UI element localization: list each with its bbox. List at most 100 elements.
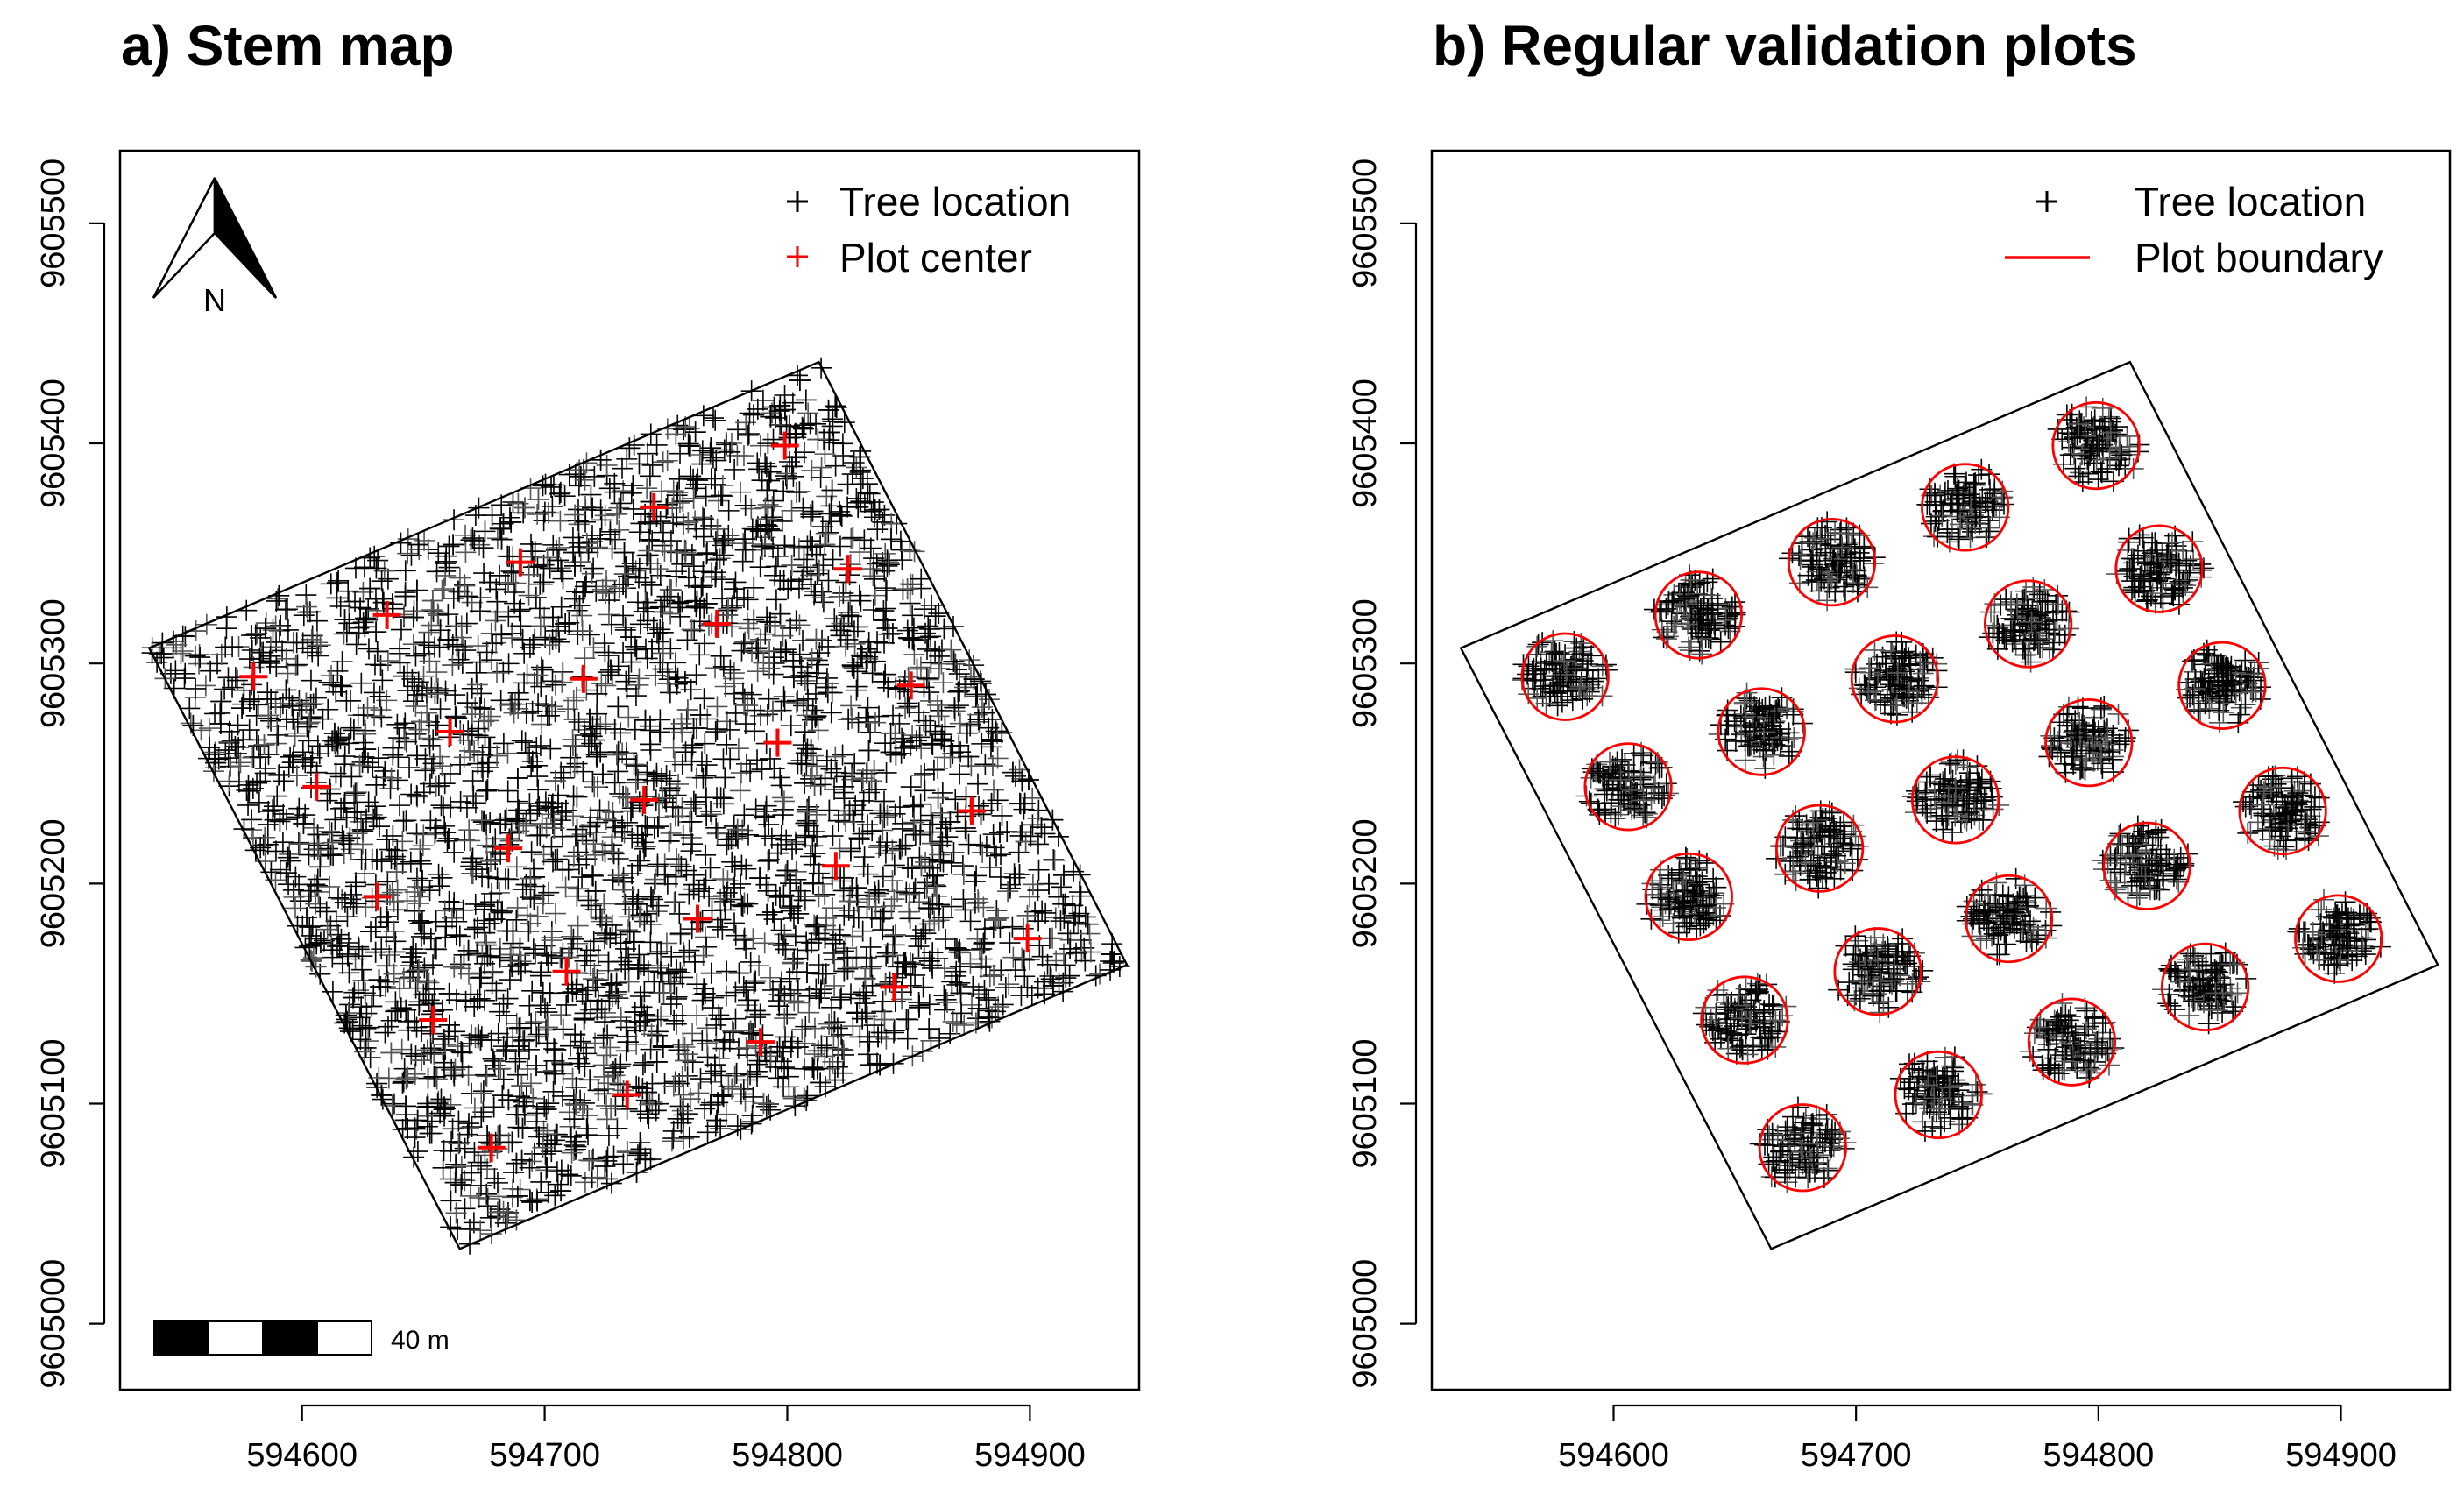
tree-location-point — [558, 612, 580, 634]
tree-location-point — [857, 814, 879, 836]
tree-location-point — [924, 910, 945, 932]
tree-location-point — [379, 944, 400, 966]
tree-location-point — [460, 529, 482, 551]
scale-bar-segment — [153, 1320, 209, 1356]
tree-location-point — [566, 599, 588, 621]
tree-location-point — [749, 556, 771, 578]
tree-location-point — [661, 1130, 683, 1152]
tree-location-point — [572, 582, 594, 604]
tree-location-point — [600, 973, 622, 995]
tree-location-point — [793, 442, 815, 464]
north-arrow-label: N — [203, 282, 226, 318]
tree-location-point — [835, 938, 857, 959]
tree-location-point — [971, 733, 993, 754]
tree-location-point — [803, 821, 825, 843]
tree-location-point — [652, 1035, 674, 1057]
tree-location-point — [665, 1013, 687, 1035]
tree-location-point — [630, 904, 652, 926]
tree-location-point — [600, 613, 622, 635]
tree-location-point — [615, 670, 637, 692]
tree-location-point — [474, 520, 496, 542]
tree-location-point — [640, 1038, 662, 1060]
tree-location-point — [846, 679, 867, 701]
tree-location-point — [542, 534, 564, 556]
tree-location-point — [943, 841, 965, 863]
tree-location-point — [824, 974, 846, 996]
tree-location-point — [248, 791, 270, 813]
tree-location-point — [513, 1091, 535, 1113]
tree-location-point — [506, 856, 527, 878]
tree-location-point — [555, 876, 577, 898]
tree-location-point — [492, 733, 514, 754]
tree-location-point — [432, 1157, 454, 1179]
tree-location-point — [628, 453, 650, 475]
tree-location-point — [830, 988, 852, 1010]
tree-location-point — [591, 509, 612, 531]
tree-location-point — [805, 755, 827, 777]
tree-location-point — [738, 618, 760, 640]
tree-location-point — [788, 992, 810, 1014]
tree-location-point — [814, 883, 836, 905]
tree-location-point — [540, 738, 562, 760]
panel-b-title: b) Regular validation plots — [1433, 14, 2137, 77]
tree-location-point — [598, 1124, 620, 1146]
tree-location-point — [562, 1067, 584, 1089]
tree-location-point — [437, 1025, 459, 1047]
tree-location-point — [269, 697, 291, 719]
tree-location-point — [922, 733, 944, 755]
tree-location-point — [414, 632, 435, 654]
tree-location-point — [816, 667, 838, 689]
tree-location-point — [497, 1026, 519, 1048]
tree-location-point — [804, 1017, 825, 1039]
tree-location-point — [486, 662, 508, 683]
tree-location-point — [737, 424, 759, 446]
scale-bar-label: 40 m — [391, 1326, 450, 1355]
tree-location-point — [662, 737, 684, 759]
tree-location-point — [393, 1058, 415, 1080]
tree-location-point — [959, 910, 981, 932]
tree-location-point — [616, 1025, 638, 1047]
tree-location-point — [692, 405, 714, 427]
tree-location-point — [459, 830, 481, 852]
tree-location-point — [705, 657, 726, 679]
tree-location-point — [852, 920, 874, 942]
tree-location-point — [541, 836, 563, 858]
tree-location-point — [260, 710, 282, 732]
tree-location-point — [947, 941, 969, 963]
tree-location-point — [494, 574, 516, 596]
tree-location-point — [464, 918, 485, 940]
tree-location-point — [693, 688, 715, 710]
tree-location-point — [605, 924, 627, 945]
tree-location-point — [860, 958, 882, 980]
tree-location-point — [695, 869, 717, 891]
tree-location-point — [941, 896, 963, 917]
tree-location-point — [809, 988, 831, 1009]
tree-location-point — [395, 999, 417, 1021]
tree-location-point — [277, 662, 299, 684]
tree-location-point — [550, 1004, 572, 1026]
tree-location-point — [400, 783, 422, 805]
tree-location-point — [749, 628, 771, 650]
tree-location-point — [637, 544, 659, 566]
tree-location-point — [582, 771, 604, 793]
tree-location-point — [485, 610, 506, 632]
tree-location-point — [359, 1047, 381, 1069]
tree-location-point — [775, 639, 797, 661]
tree-location-point — [568, 853, 590, 875]
tree-location-point — [266, 588, 288, 610]
tree-location-point — [490, 690, 512, 712]
tree-location-point — [716, 960, 738, 982]
tree-location-point — [608, 497, 630, 519]
tree-location-point — [531, 713, 553, 735]
tree-location-point — [340, 717, 362, 739]
tree-location-point — [757, 493, 779, 515]
tree-location-point — [875, 761, 897, 783]
tree-location-point — [506, 790, 528, 812]
tree-location-point — [293, 605, 315, 627]
tree-location-point — [718, 524, 740, 546]
tree-location-point — [683, 556, 705, 577]
tree-location-point — [770, 775, 792, 796]
tree-location-point — [715, 1103, 737, 1125]
tree-location-point — [730, 873, 752, 895]
